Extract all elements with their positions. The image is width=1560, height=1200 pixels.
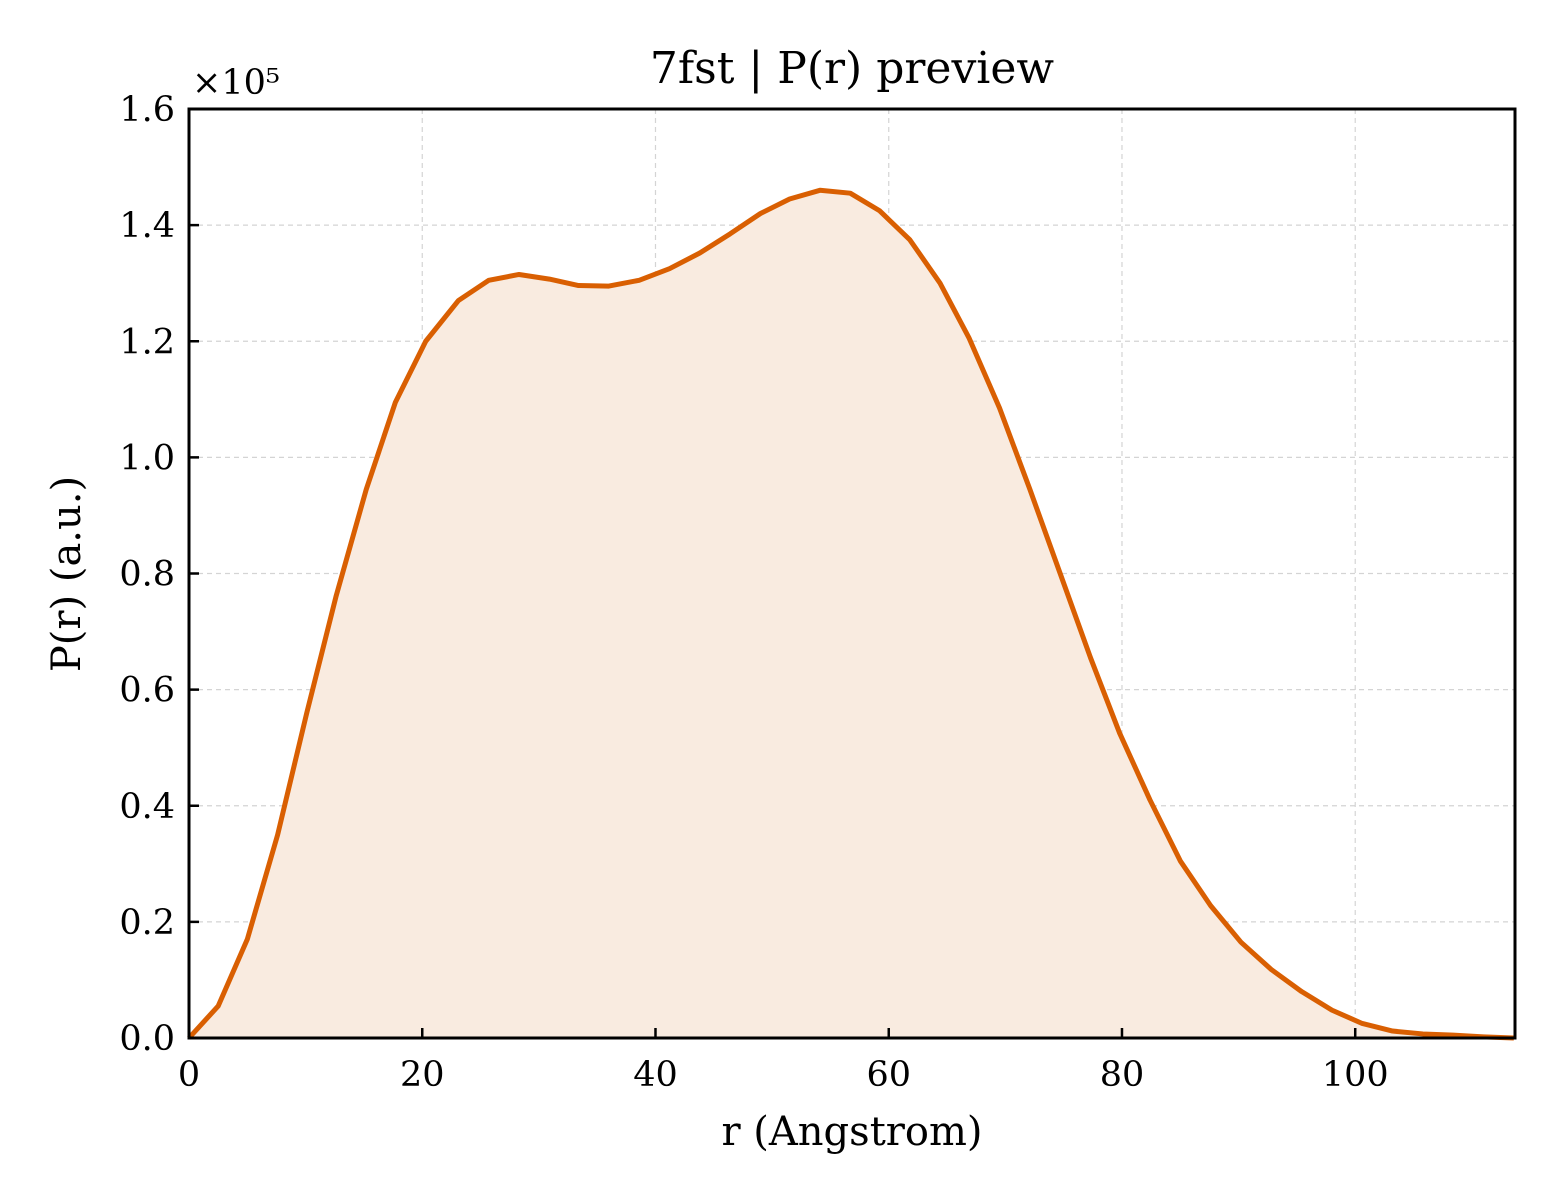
y-tick-label-8: 1.6: [119, 90, 175, 130]
x-tick-label-3: 60: [866, 1055, 911, 1095]
y-tick-label-3: 0.6: [119, 671, 175, 711]
x-tick-label-4: 80: [1100, 1055, 1145, 1095]
y-tick-label-4: 0.8: [119, 555, 175, 595]
y-tick-label-6: 1.2: [119, 322, 175, 362]
y-axis-ticks: 0.0 0.2 0.4 0.6 0.8 1.0 1.2 1.4 1.6: [119, 90, 199, 1059]
area-fill: [189, 190, 1514, 1039]
y-tick-label-5: 1.0: [119, 438, 175, 478]
chart-title: 7fst | P(r) preview: [650, 43, 1055, 94]
y-tick-label-1: 0.2: [119, 903, 175, 943]
y-tick-label-0: 0.0: [119, 1019, 175, 1059]
x-tick-label-0: 0: [178, 1055, 200, 1095]
x-tick-label-5: 100: [1322, 1055, 1389, 1095]
x-axis-ticks: 0 20 40 60 80 100: [178, 1028, 1389, 1095]
y-axis-label: P(r) (a.u.): [44, 476, 90, 672]
x-tick-label-2: 40: [633, 1055, 678, 1095]
series-line: [187, 187, 1514, 1041]
y-tick-label-7: 1.4: [119, 206, 175, 246]
y-tick-label-2: 0.4: [119, 787, 175, 827]
x-axis-label: r (Angstrom): [721, 1109, 982, 1155]
x-tick-label-1: 20: [400, 1055, 445, 1095]
y-offset-label: ×10⁵: [192, 63, 280, 103]
